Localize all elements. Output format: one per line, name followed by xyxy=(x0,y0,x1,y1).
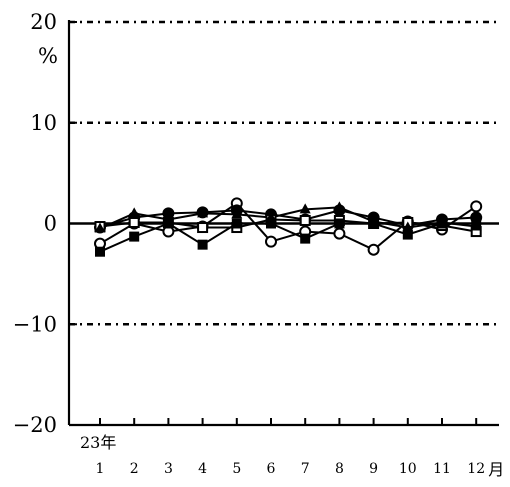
x-tick-label: 8 xyxy=(335,461,344,477)
x-tick-label: 6 xyxy=(267,461,276,477)
x-tick-label: 1 xyxy=(96,461,105,477)
data-point-s5 xyxy=(231,208,243,219)
x-tick-label: 9 xyxy=(369,461,378,477)
y-tick-label: 0 xyxy=(44,212,57,236)
x-tick-label: 3 xyxy=(164,461,173,477)
y-tick-label: −10 xyxy=(13,312,57,336)
series-lines xyxy=(99,202,477,253)
year-label: 23年 xyxy=(80,433,116,452)
data-point-s3 xyxy=(128,216,140,228)
data-point-s5 xyxy=(197,207,209,218)
data-point-s5 xyxy=(162,213,174,224)
y-tick-label: 20 xyxy=(30,10,57,34)
x-tick-label: 4 xyxy=(198,461,207,477)
data-point-s5 xyxy=(368,215,380,226)
data-point-s4 xyxy=(197,239,208,250)
data-point-s1 xyxy=(367,243,380,256)
data-point-s4 xyxy=(266,218,276,229)
data-point-s3 xyxy=(299,214,311,226)
x-tick-label: 12 xyxy=(467,461,485,477)
data-point-s1 xyxy=(265,235,277,248)
x-tick-label: 7 xyxy=(301,461,310,477)
data-point-s4 xyxy=(402,229,413,240)
x-tick-label: 11 xyxy=(433,461,451,477)
data-point-s5 xyxy=(333,201,345,212)
data-point-s5 xyxy=(299,203,311,214)
x-tick-label: 5 xyxy=(232,461,241,477)
data-point-s4 xyxy=(300,233,311,244)
gridlines xyxy=(69,20,499,326)
y-unit-label: % xyxy=(38,44,58,68)
series-line-4 xyxy=(99,222,477,253)
data-point-s5 xyxy=(436,216,448,227)
data-point-s5 xyxy=(94,222,106,233)
data-point-s1 xyxy=(333,227,346,240)
data-point-s3 xyxy=(197,222,209,234)
data-point-s5 xyxy=(470,220,482,231)
month-unit-label: 月 xyxy=(488,460,504,479)
x-tick-label: 10 xyxy=(399,461,417,477)
data-point-s4 xyxy=(95,246,105,257)
data-point-s1 xyxy=(470,200,483,213)
data-point-s5 xyxy=(402,221,414,232)
y-tick-label: 10 xyxy=(30,111,57,135)
x-tick-label: 2 xyxy=(130,461,139,477)
data-point-s4 xyxy=(129,231,140,242)
data-point-s5 xyxy=(128,207,140,218)
data-point-s4 xyxy=(231,218,242,229)
series-markers xyxy=(94,197,483,257)
data-point-s4 xyxy=(334,218,345,229)
data-point-s5 xyxy=(265,211,277,222)
y-tick-label: −20 xyxy=(13,413,57,437)
data-point-s4 xyxy=(163,218,174,229)
